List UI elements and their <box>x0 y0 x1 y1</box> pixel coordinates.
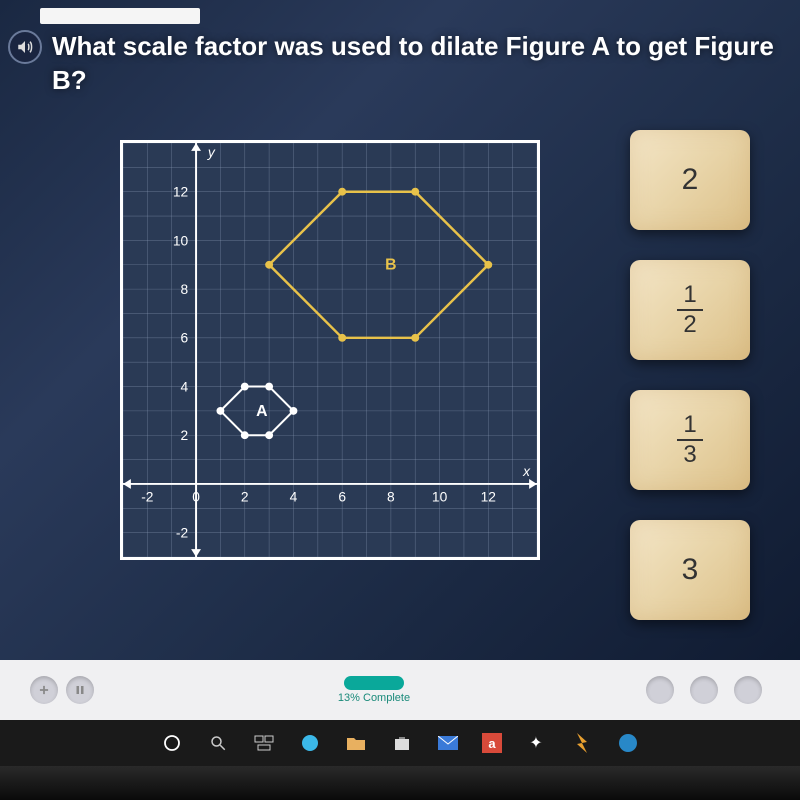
app-a-icon[interactable]: a <box>482 733 502 753</box>
svg-text:0: 0 <box>192 490 200 505</box>
answer-option-3[interactable]: 1 3 <box>630 390 750 490</box>
task-view-icon[interactable] <box>252 731 276 755</box>
play-audio-button[interactable] <box>8 30 42 64</box>
svg-text:8: 8 <box>387 490 395 505</box>
quiz-app: What scale factor was used to dilate Fig… <box>0 0 800 700</box>
svg-text:10: 10 <box>432 490 448 505</box>
svg-text:4: 4 <box>181 379 189 394</box>
search-icon[interactable] <box>206 731 230 755</box>
answer-value: 2 <box>682 163 699 197</box>
bottom-bar: 13% Complete <box>0 660 800 720</box>
svg-text:-2: -2 <box>141 490 153 505</box>
svg-text:A: A <box>256 403 267 420</box>
speaker-icon <box>16 38 34 56</box>
svg-text:-2: -2 <box>176 526 188 541</box>
laptop-bezel <box>0 766 800 800</box>
answer-option-4[interactable]: 3 <box>630 520 750 620</box>
svg-text:4: 4 <box>290 490 298 505</box>
tool-button-2[interactable] <box>690 676 718 704</box>
svg-text:6: 6 <box>181 331 189 346</box>
svg-text:10: 10 <box>173 233 189 248</box>
dropbox-icon[interactable]: ✦ <box>524 731 548 755</box>
progress-label: 13% Complete <box>338 692 410 704</box>
answer-fraction: 1 3 <box>677 413 702 467</box>
start-icon[interactable] <box>160 731 184 755</box>
svg-text:B: B <box>385 257 396 274</box>
mail-icon[interactable] <box>436 731 460 755</box>
windows-taskbar: a ✦ <box>0 720 800 766</box>
tool-button-1[interactable] <box>646 676 674 704</box>
nav-back-button[interactable] <box>30 676 58 704</box>
nav-pause-button[interactable] <box>66 676 94 704</box>
files-icon[interactable] <box>344 731 368 755</box>
coordinate-chart: -2 0 2 4 6 8 10 12 -2 2 4 6 8 10 12 y x A B <box>120 140 540 560</box>
svg-text:12: 12 <box>173 185 188 200</box>
pause-icon <box>74 684 86 696</box>
answer-option-2[interactable]: 1 2 <box>630 260 750 360</box>
chart-svg: -2 0 2 4 6 8 10 12 -2 2 4 6 8 10 12 y x A B <box>123 143 537 557</box>
question-text: What scale factor was used to dilate Fig… <box>52 30 780 98</box>
answer-fraction: 1 2 <box>677 283 702 337</box>
plus-icon <box>37 683 51 697</box>
svg-text:12: 12 <box>481 490 496 505</box>
tool-button-3[interactable] <box>734 676 762 704</box>
top-bar <box>40 8 200 24</box>
answer-value: 3 <box>682 553 699 587</box>
svg-text:y: y <box>207 145 216 160</box>
svg-text:6: 6 <box>338 490 346 505</box>
edge-icon[interactable] <box>298 731 322 755</box>
svg-text:2: 2 <box>241 490 249 505</box>
answer-option-1[interactable]: 2 <box>630 130 750 230</box>
svg-text:x: x <box>522 464 531 479</box>
winamp-icon[interactable] <box>570 731 594 755</box>
store-icon[interactable] <box>390 731 414 755</box>
svg-text:8: 8 <box>181 282 189 297</box>
progress-area: 13% Complete <box>102 676 646 704</box>
svg-text:2: 2 <box>181 428 189 443</box>
skype-icon[interactable] <box>616 731 640 755</box>
progress-bar <box>344 676 404 690</box>
answer-choices: 2 1 2 1 3 3 <box>630 130 770 620</box>
